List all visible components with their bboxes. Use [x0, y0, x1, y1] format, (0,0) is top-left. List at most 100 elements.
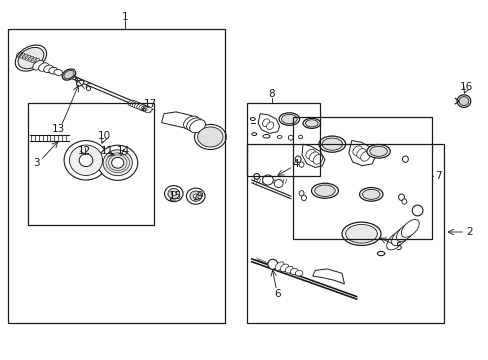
Ellipse shape [189, 120, 205, 133]
Ellipse shape [266, 122, 273, 130]
Ellipse shape [285, 266, 293, 273]
Ellipse shape [303, 118, 320, 129]
Ellipse shape [77, 80, 83, 86]
Ellipse shape [136, 104, 143, 109]
Ellipse shape [262, 119, 269, 127]
Ellipse shape [54, 69, 62, 75]
Ellipse shape [62, 69, 76, 80]
Ellipse shape [141, 105, 147, 111]
Ellipse shape [167, 188, 179, 199]
Ellipse shape [341, 222, 380, 246]
Text: 7: 7 [434, 171, 441, 181]
Text: 14: 14 [117, 146, 130, 156]
Bar [27, 103, 154, 225]
Ellipse shape [267, 259, 277, 269]
Polygon shape [258, 114, 279, 134]
Ellipse shape [132, 102, 139, 107]
Text: 11: 11 [100, 146, 113, 156]
Ellipse shape [396, 224, 413, 242]
Ellipse shape [311, 183, 338, 198]
Ellipse shape [312, 154, 322, 164]
Ellipse shape [309, 152, 318, 162]
Ellipse shape [301, 195, 306, 201]
Bar [293, 117, 431, 239]
Text: 12: 12 [78, 146, 91, 156]
Ellipse shape [458, 96, 468, 105]
Ellipse shape [193, 194, 198, 198]
Ellipse shape [134, 103, 141, 108]
Text: 2: 2 [466, 227, 472, 237]
Ellipse shape [288, 135, 293, 140]
Ellipse shape [49, 67, 58, 74]
Ellipse shape [318, 136, 345, 152]
Ellipse shape [401, 199, 406, 204]
Ellipse shape [33, 60, 43, 70]
Text: 9: 9 [196, 191, 203, 201]
Ellipse shape [299, 162, 304, 167]
Ellipse shape [111, 157, 123, 168]
Ellipse shape [79, 154, 93, 167]
Polygon shape [348, 140, 374, 166]
Ellipse shape [183, 116, 199, 129]
Ellipse shape [369, 146, 386, 156]
Text: 8: 8 [268, 89, 275, 99]
Text: 13: 13 [52, 124, 65, 134]
Ellipse shape [295, 156, 301, 162]
Ellipse shape [386, 232, 404, 250]
Ellipse shape [263, 134, 269, 138]
Ellipse shape [356, 149, 366, 158]
Ellipse shape [98, 145, 138, 180]
Ellipse shape [299, 190, 304, 196]
Ellipse shape [305, 120, 318, 127]
Ellipse shape [366, 144, 389, 158]
Ellipse shape [322, 138, 342, 150]
Text: 6: 6 [84, 83, 91, 93]
Ellipse shape [103, 150, 132, 176]
Ellipse shape [352, 146, 362, 156]
Ellipse shape [275, 262, 284, 270]
Ellipse shape [139, 104, 145, 110]
Ellipse shape [277, 135, 282, 138]
Ellipse shape [279, 113, 299, 125]
Ellipse shape [290, 268, 298, 275]
Ellipse shape [345, 225, 377, 243]
Text: 4: 4 [292, 159, 299, 169]
Bar [246, 144, 444, 323]
Ellipse shape [402, 156, 407, 162]
Ellipse shape [18, 48, 44, 69]
Ellipse shape [250, 118, 255, 121]
Ellipse shape [456, 95, 470, 107]
Ellipse shape [145, 107, 152, 113]
Text: 15: 15 [168, 191, 182, 201]
Text: 1: 1 [122, 12, 128, 22]
Text: 5: 5 [394, 242, 401, 252]
Ellipse shape [64, 140, 108, 180]
Ellipse shape [128, 100, 135, 106]
Text: 6: 6 [274, 289, 281, 299]
Ellipse shape [377, 251, 384, 256]
Ellipse shape [253, 174, 259, 179]
Ellipse shape [164, 185, 183, 202]
Ellipse shape [398, 194, 404, 201]
Bar [246, 103, 320, 176]
Ellipse shape [262, 175, 273, 185]
Ellipse shape [281, 114, 297, 124]
Ellipse shape [194, 125, 226, 149]
Text: 16: 16 [459, 82, 472, 92]
Text: 10: 10 [97, 131, 110, 141]
Ellipse shape [359, 188, 382, 201]
Polygon shape [312, 269, 344, 284]
Ellipse shape [362, 189, 379, 199]
Text: 17: 17 [144, 99, 157, 109]
Ellipse shape [305, 149, 315, 159]
Ellipse shape [360, 152, 369, 161]
Ellipse shape [274, 180, 283, 188]
Ellipse shape [401, 220, 418, 237]
Ellipse shape [64, 70, 74, 79]
Ellipse shape [189, 191, 201, 201]
Bar [8, 30, 224, 323]
Ellipse shape [143, 106, 150, 112]
Ellipse shape [295, 270, 302, 276]
Ellipse shape [186, 188, 204, 204]
Ellipse shape [69, 145, 102, 176]
